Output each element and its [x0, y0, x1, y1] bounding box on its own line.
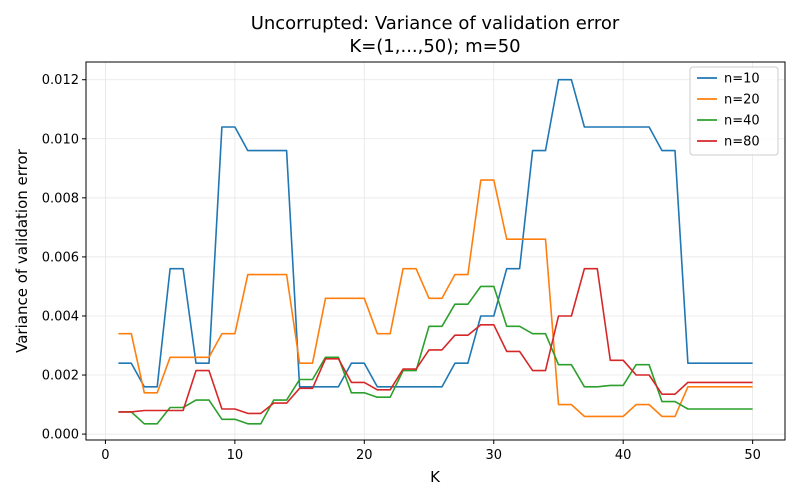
plot-frame [85, 61, 786, 441]
chart-title: Uncorrupted: Variance of validation erro… [251, 13, 620, 34]
x-tick-label: 40 [615, 448, 632, 463]
legend-label: n=80 [724, 135, 760, 150]
series-line-n-10 [118, 78, 753, 388]
series-line-n-80 [118, 267, 753, 415]
grid [86, 62, 785, 440]
legend-label: n=20 [724, 93, 760, 108]
y-tick-label: 0.012 [42, 73, 79, 88]
chart-subtitle: K=(1,...,50); m=50 [349, 36, 520, 57]
legend-label: n=40 [724, 114, 760, 129]
x-tick-label: 0 [101, 448, 109, 463]
y-tick-label: 0.008 [42, 191, 79, 206]
x-axis-label: K [430, 468, 441, 486]
legend-box [689, 66, 779, 156]
y-tick-label: 0.000 [42, 428, 79, 443]
series-line-n-40 [118, 285, 753, 425]
x-tick-label: 30 [485, 448, 502, 463]
y-axis-label: Variance of validation error [13, 148, 31, 353]
y-tick-label: 0.006 [42, 250, 79, 265]
legend: n=10 n=20 n=40 n=80 [689, 66, 779, 156]
series-line-n-20 [118, 179, 753, 418]
x-tick-label: 20 [356, 448, 373, 463]
y-tick-label: 0.010 [42, 132, 79, 147]
y-tick-label: 0.002 [42, 369, 79, 384]
series-lines [118, 78, 753, 425]
axis-ticks: 0 10 20 30 40 50 0.000 0.002 0.004 0.006 0.008 0.01… [42, 73, 761, 463]
y-tick-label: 0.004 [42, 309, 79, 324]
x-tick-label: 50 [744, 448, 761, 463]
x-tick-label: 10 [227, 448, 244, 463]
legend-label: n=10 [724, 72, 760, 87]
